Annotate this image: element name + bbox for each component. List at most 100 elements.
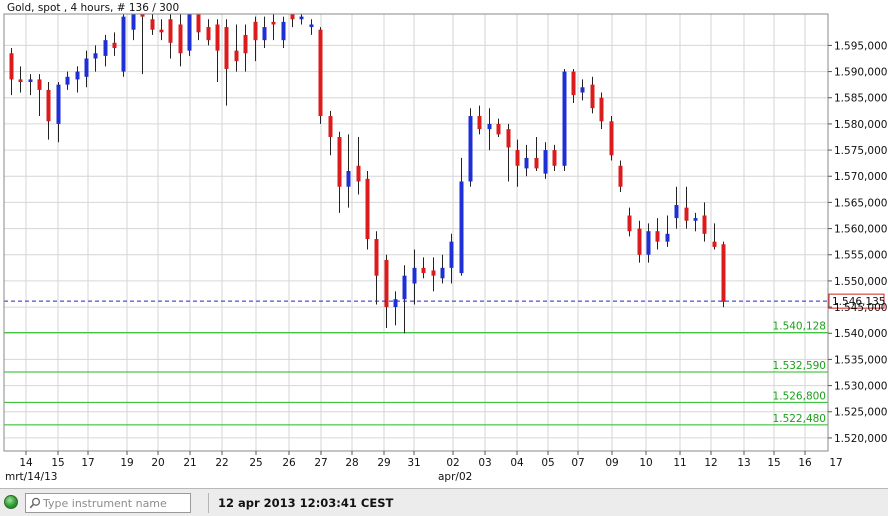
connection-status-icon[interactable] [4,495,18,509]
y-tick-label: 1.535,000 [834,354,887,366]
candle-body [402,275,407,300]
candle-body [590,84,595,109]
candle-body [290,14,295,20]
y-tick-label: 1.525,000 [834,407,887,419]
candle-body [543,150,548,174]
x-date-label: mrt/14/13 [5,471,57,483]
candle-body [356,165,361,182]
candle-body [721,244,726,302]
candle-body [487,123,492,130]
price-level-label: 1.540,128 [773,321,826,333]
candle-body [37,79,42,90]
x-tick-label: 03 [478,457,491,469]
candle-body [56,84,61,124]
candle-body [140,14,145,17]
y-tick-label: 1.530,000 [834,381,887,393]
x-tick-label: 22 [215,457,228,469]
price-chart[interactable]: 1.540,128 1.532,590 1.526,800 1.522,480 1.5… [0,0,888,488]
candle-body [524,157,529,169]
candle-body [618,165,623,187]
x-tick-label: 25 [249,457,262,469]
candle-body [552,150,557,166]
candle-body [328,116,333,137]
x-tick-label: 16 [798,457,812,469]
x-tick-label: 29 [377,457,390,469]
price-level-label: 1.532,590 [773,360,826,372]
candle-body [215,24,220,51]
candle-body [65,76,70,85]
candle-body [702,215,707,234]
status-bar: 12 apr 2013 12:03:41 CEST [0,488,888,516]
x-tick-label: 07 [571,457,584,469]
y-tick-label: 1.540,000 [834,328,887,340]
price-level-label: 1.522,480 [773,413,826,425]
candle-body [309,24,314,28]
y-tick-label: 1.560,000 [834,224,887,236]
candle-body [693,218,698,221]
y-tick-label: 1.580,000 [834,119,887,131]
x-tick-label: 11 [673,457,686,469]
x-tick-label: 09 [605,457,618,469]
search-icon [29,497,41,509]
candle-body [206,27,211,41]
y-tick-label: 1.550,000 [834,276,887,288]
x-tick-label: 04 [510,457,524,469]
x-tick-label: 20 [151,457,164,469]
vertical-grid [25,14,806,451]
candle-body [515,150,520,166]
current-price-label-box [828,293,885,309]
candle-body [646,231,651,255]
candle-body [655,231,660,242]
x-tick-label: 28 [345,457,358,469]
candle-body [262,27,267,41]
instrument-search[interactable] [25,493,191,513]
x-tick-label: 15 [767,457,780,469]
y-tick-label: 1.590,000 [834,67,887,79]
candle-body [665,233,670,242]
candle-body [93,53,98,59]
horizontal-levels[interactable]: 1.540,128 1.532,590 1.526,800 1.522,480 [4,321,828,426]
instrument-search-input[interactable] [43,495,187,511]
y-tick-label: 1.555,000 [834,250,887,262]
candle-body [187,14,192,51]
x-tick-label: 17 [81,457,94,469]
y-tick-label: 1.565,000 [834,197,887,209]
candle-body [431,270,436,276]
candle-body [318,29,323,117]
candle-body [112,42,117,49]
x-tick-label: 17 [829,457,842,469]
x-date-label: apr/02 [438,471,472,483]
candle-body [609,121,614,156]
candle-body [599,97,604,122]
candle-body [384,259,389,308]
candle-body [571,71,576,96]
x-tick-label: 12 [704,457,717,469]
candle-body [580,87,585,93]
chart-background [0,0,888,488]
price-axis[interactable]: 1.520,000 1.525,000 1.530,000 1.535,000 1.54… [828,40,887,445]
candle-body [9,53,14,80]
chart-title: Gold, spot , 4 hours, # 136 / 300 [7,2,179,14]
candle-body [234,50,239,62]
candle-body [346,171,351,187]
candle-body [374,239,379,276]
x-tick-label: 14 [19,457,33,469]
time-axis[interactable]: 14 15 17 19 20 21 22 25 26 27 28 29 31 02 03 04 05 07 09 10… [5,451,843,483]
candle-body [421,267,426,274]
y-tick-label: 1.570,000 [834,171,887,183]
candle-body [178,24,183,54]
x-tick-label: 19 [120,457,133,469]
candle-body [337,136,342,187]
current-price-label: 1.546,135 [832,296,885,308]
candle-body [84,58,89,77]
price-level-label: 1.526,800 [773,390,826,402]
candle-body [131,14,136,30]
current-price-line: 1.546,135 [4,293,885,309]
y-tick-label: 1.520,000 [834,433,887,445]
candle-body [468,116,473,182]
candle-body [271,21,276,25]
candle-body [449,241,454,268]
candle-body [506,129,511,148]
candle-body [674,205,679,219]
candle-body [121,16,126,72]
